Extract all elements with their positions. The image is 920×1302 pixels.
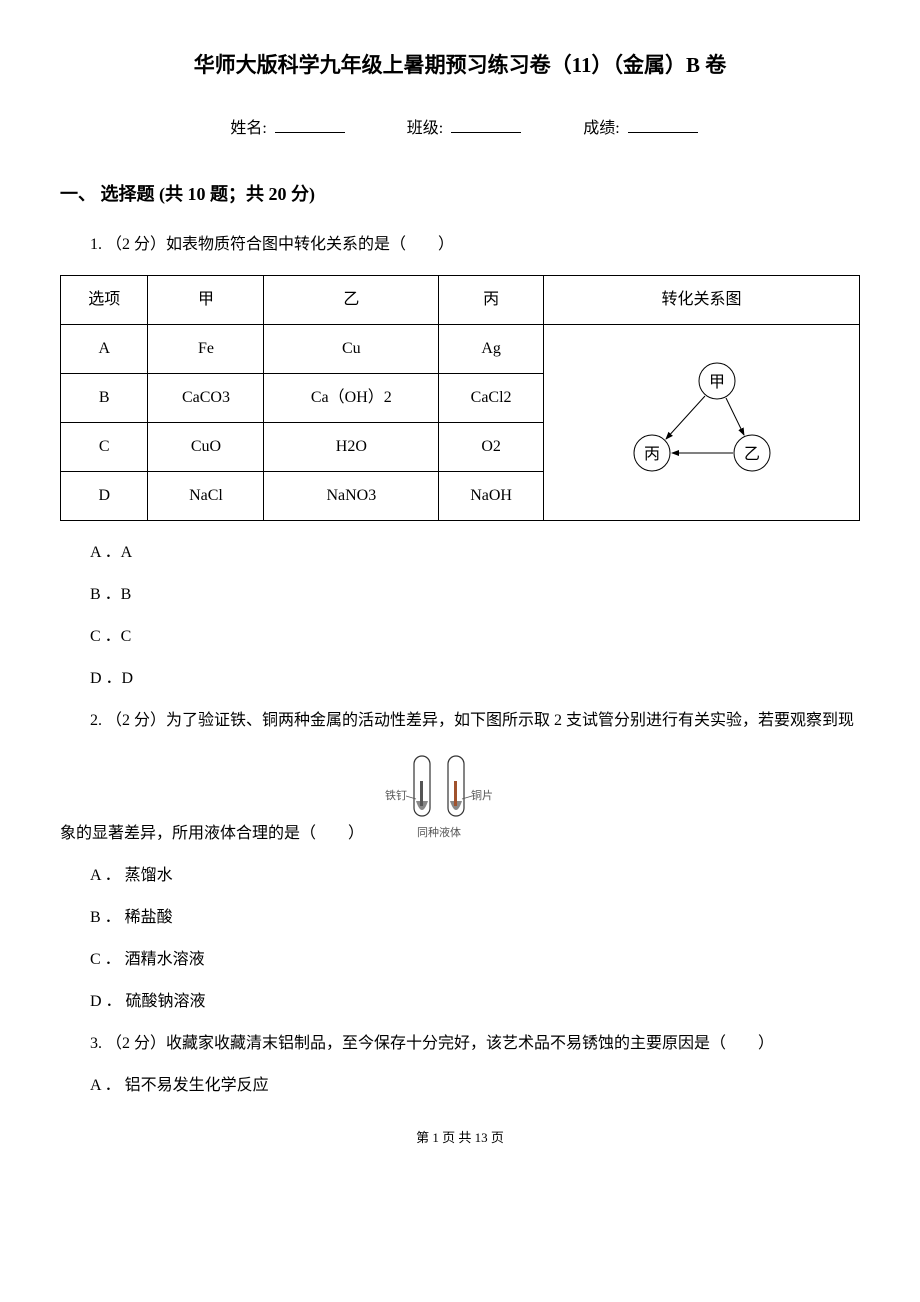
th-jia: 甲: [148, 275, 264, 324]
test-tube-diagram: 铁钉 铜片 同种液体: [374, 751, 504, 846]
student-info: 姓名: 班级: 成绩:: [60, 117, 860, 141]
diagram-cell: 甲 丙 乙: [544, 324, 860, 520]
q1-option-a: A ．A: [90, 541, 860, 565]
cell: B: [61, 373, 148, 422]
name-blank: [275, 132, 345, 133]
q2-option-a: A ． 蒸馏水: [90, 864, 860, 888]
node-jia: 甲: [709, 374, 725, 391]
cell: O2: [439, 422, 544, 471]
q3-text: 3. （2 分）收藏家收藏清末铝制品，至今保存十分完好，该艺术品不易锈蚀的主要原…: [90, 1032, 860, 1056]
q2-option-b: B ． 稀盐酸: [90, 906, 860, 930]
cell: CuO: [148, 422, 264, 471]
question-2: 2. （2 分）为了验证铁、铜两种金属的活动性差异，如下图所示取 2 支试管分别…: [60, 709, 860, 733]
question-1: 1. （2 分）如表物质符合图中转化关系的是（ ）: [60, 233, 860, 257]
q2-text-1: 2. （2 分）为了验证铁、铜两种金属的活动性差异，如下图所示取 2 支试管分别…: [90, 709, 860, 733]
th-diagram: 转化关系图: [544, 275, 860, 324]
q2-line2-wrap: 象的显著差异，所用液体合理的是（ ） 铁钉 铜片 同种液体: [60, 751, 860, 846]
q2-option-d: D ． 硫酸钠溶液: [90, 990, 860, 1014]
table-header-row: 选项 甲 乙 丙 转化关系图: [61, 275, 860, 324]
q1-option-b: B ．B: [90, 583, 860, 607]
section-header: 一、 选择题 (共 10 题；共 20 分): [60, 181, 860, 208]
cell: NaOH: [439, 471, 544, 520]
th-bing: 丙: [439, 275, 544, 324]
node-bing: 丙: [644, 446, 660, 463]
class-blank: [451, 132, 521, 133]
q1-text: 1. （2 分）如表物质符合图中转化关系的是（ ）: [90, 233, 860, 257]
cell: A: [61, 324, 148, 373]
cell: Fe: [148, 324, 264, 373]
cell: D: [61, 471, 148, 520]
cell: NaCl: [148, 471, 264, 520]
q2-option-c: C ． 酒精水溶液: [90, 948, 860, 972]
score-blank: [628, 132, 698, 133]
node-yi: 乙: [744, 446, 760, 463]
cell: Ag: [439, 324, 544, 373]
th-option: 选项: [61, 275, 148, 324]
cell: CaCO3: [148, 373, 264, 422]
q2-text-2: 象的显著差异，所用液体合理的是（ ）: [60, 825, 364, 842]
cell: H2O: [264, 422, 439, 471]
score-label: 成绩:: [583, 120, 619, 137]
q1-option-d: D ．D: [90, 667, 860, 691]
class-label: 班级:: [407, 120, 443, 137]
label-iron: 铁钉: [385, 789, 407, 802]
cell: C: [61, 422, 148, 471]
page-title: 华师大版科学九年级上暑期预习练习卷（11）（金属）B 卷: [60, 50, 860, 82]
transformation-diagram: 甲 丙 乙: [622, 353, 782, 483]
label-liquid: 同种液体: [417, 825, 461, 839]
q1-option-c: C ．C: [90, 625, 860, 649]
cell: Cu: [264, 324, 439, 373]
q3-option-a: A ． 铝不易发生化学反应: [90, 1074, 860, 1098]
label-copper: 铜片: [471, 788, 493, 802]
th-yi: 乙: [264, 275, 439, 324]
cell: Ca（OH）2: [264, 373, 439, 422]
cell: CaCl2: [439, 373, 544, 422]
cell: NaNO3: [264, 471, 439, 520]
table-row: A Fe Cu Ag 甲 丙 乙: [61, 324, 860, 373]
page-footer: 第 1 页 共 13 页: [60, 1128, 860, 1148]
question-3: 3. （2 分）收藏家收藏清末铝制品，至今保存十分完好，该艺术品不易锈蚀的主要原…: [60, 1032, 860, 1056]
q1-table: 选项 甲 乙 丙 转化关系图 A Fe Cu Ag 甲 丙 乙: [60, 275, 860, 521]
name-label: 姓名:: [230, 120, 266, 137]
